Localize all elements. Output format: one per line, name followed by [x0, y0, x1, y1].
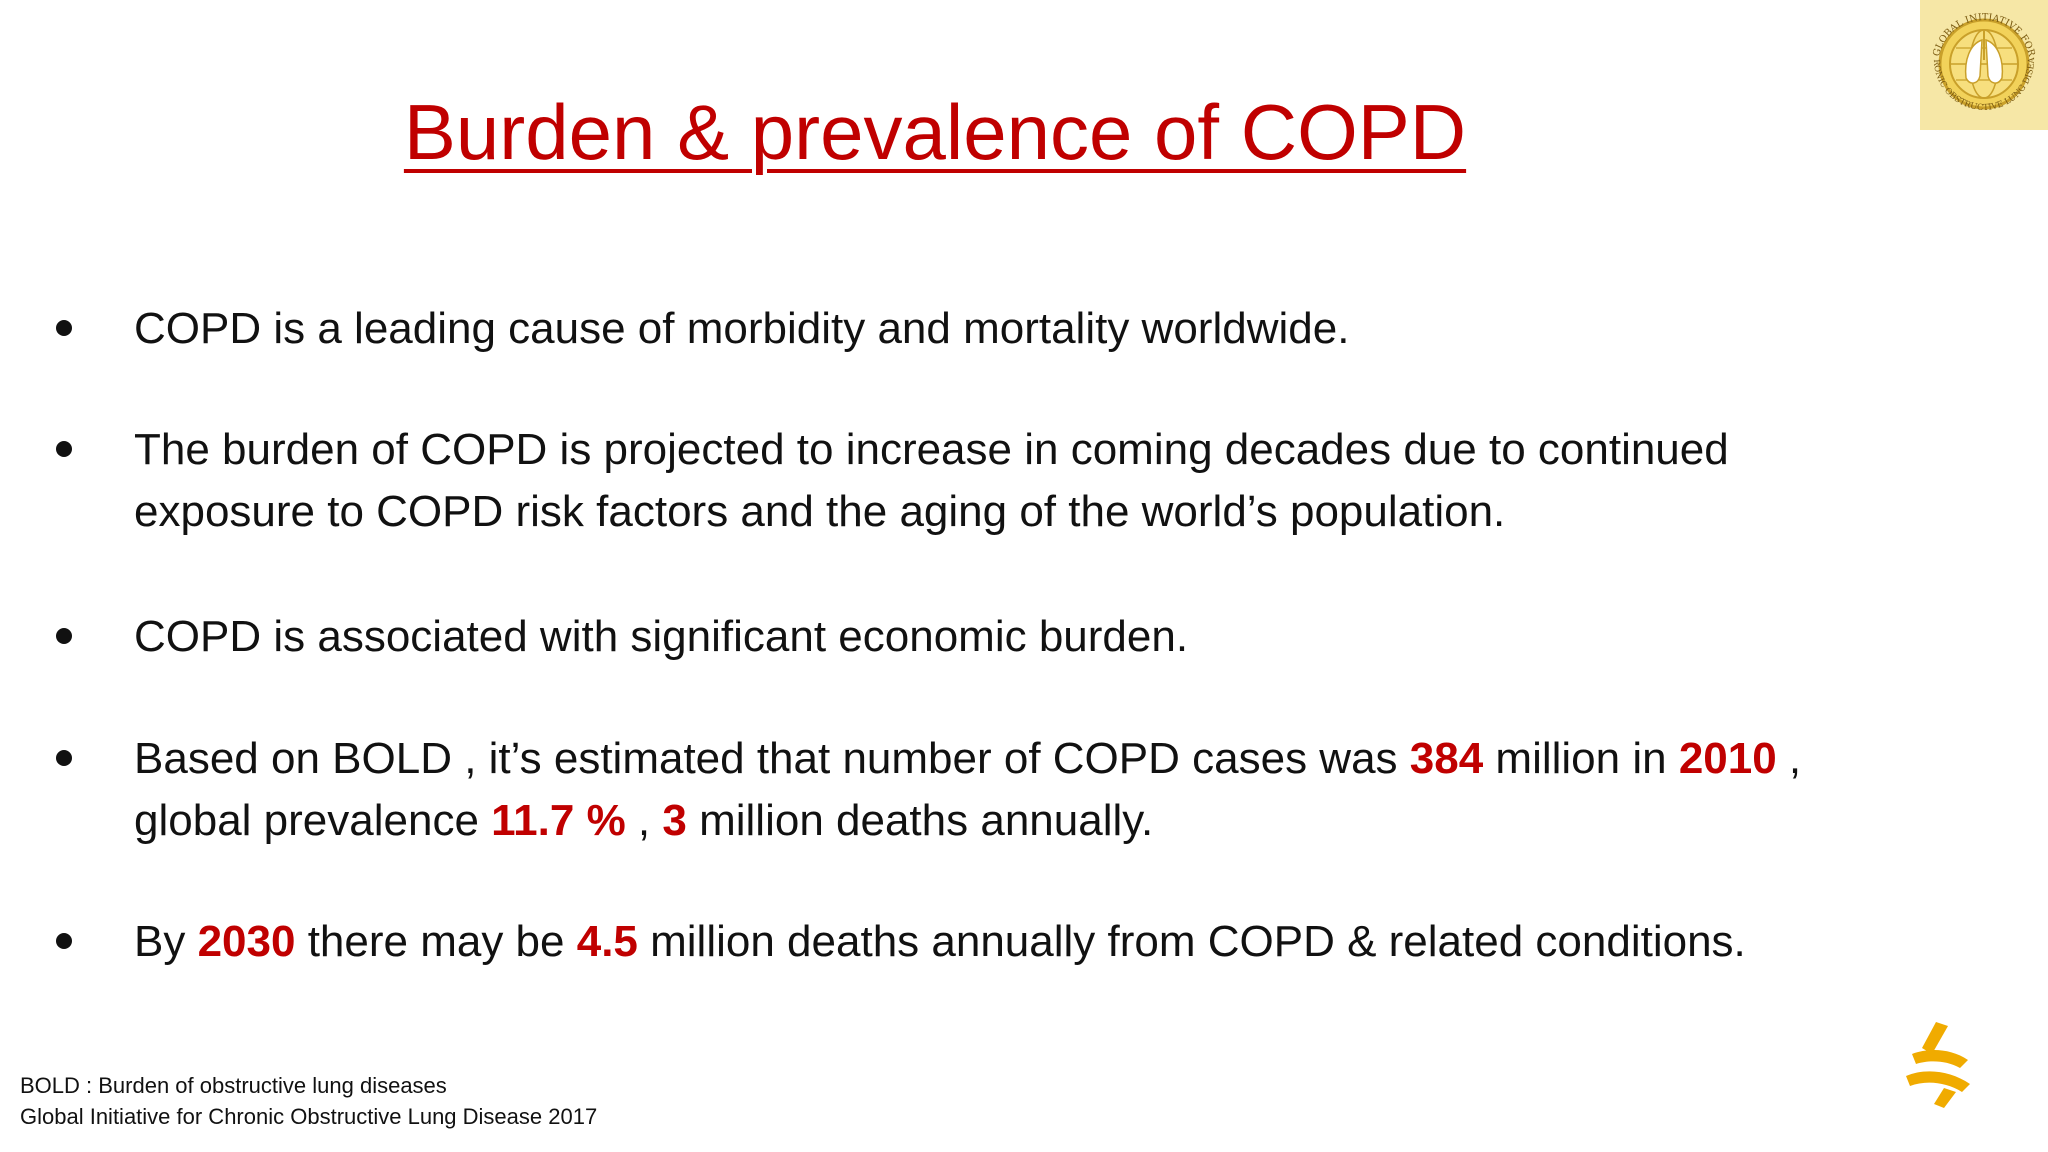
bullet-run: million deaths annually.: [686, 796, 1154, 845]
bullet-text: The burden of COPD is projected to incre…: [134, 419, 1984, 543]
astrazeneca-logo-graphic: [1906, 1022, 1970, 1108]
bullet-run: there may be: [295, 917, 577, 966]
bullet-line: COPD is a leading cause of morbidity and…: [134, 298, 1984, 360]
bullet-text: Based on BOLD , it’s estimated that numb…: [134, 728, 1984, 852]
highlight-value: 2030: [197, 917, 296, 966]
bullet-run: million in: [1483, 734, 1679, 783]
bullet-run: million deaths annually from COPD & rela…: [637, 917, 1746, 966]
bullet-line: COPD is associated with significant econ…: [134, 606, 1984, 668]
gold-logo-graphic: GLOBAL INITIATIVE FOR CHRONIC OBSTRUCTIV…: [1916, 0, 2037, 113]
highlight-value: 11.7 %: [491, 796, 626, 845]
footnote-line: Global Initiative for Chronic Obstructiv…: [20, 1104, 598, 1129]
bullet-text: COPD is a leading cause of morbidity and…: [134, 298, 1984, 360]
slide-title: Burden & prevalence of COPD: [403, 88, 1467, 176]
bullet-run: ,: [1776, 734, 1802, 783]
gold-lungs-globe-logo: GLOBAL INITIATIVE FOR CHRONIC OBSTRUCTIV…: [1916, 0, 2048, 130]
bullet-run: exposure to COPD risk factors and the ag…: [134, 487, 1506, 536]
bullet-dot-icon: [56, 320, 72, 336]
bullet-dot-icon: [56, 750, 72, 766]
astrazeneca-logo: [1898, 1018, 1980, 1110]
bullet-text: COPD is associated with significant econ…: [134, 606, 1984, 668]
bullet-line: global prevalence 11.7 % , 3 million dea…: [134, 790, 1984, 852]
bullet-line: Based on BOLD , it’s estimated that numb…: [134, 728, 1984, 790]
bullet-line: The burden of COPD is projected to incre…: [134, 419, 1984, 481]
highlight-value: 2010: [1678, 734, 1777, 783]
bullet-run: global prevalence: [134, 796, 492, 845]
highlight-value: 4.5: [576, 917, 638, 966]
bullet-run: COPD is associated with significant econ…: [134, 612, 1189, 661]
bullet-text: By 2030 there may be 4.5 million deaths …: [134, 911, 1984, 973]
bullet-run: ,: [625, 796, 663, 845]
bullet-dot-icon: [56, 628, 72, 644]
bullet-run: By: [134, 917, 198, 966]
highlight-value: 384: [1409, 734, 1484, 783]
bullet-dot-icon: [56, 441, 72, 457]
bullet-run: COPD is a leading cause of morbidity and…: [134, 304, 1350, 353]
bullet-run: Based on BOLD , it’s estimated that numb…: [134, 734, 1410, 783]
footnotes: BOLD : Burden of obstructive lung diseas…: [20, 1070, 597, 1132]
bullet-line: By 2030 there may be 4.5 million deaths …: [134, 911, 1984, 973]
bullet-line: exposure to COPD risk factors and the ag…: [134, 481, 1984, 543]
footnote-line: BOLD : Burden of obstructive lung diseas…: [20, 1073, 447, 1098]
bullet-run: The burden of COPD is projected to incre…: [134, 425, 1729, 474]
highlight-value: 3: [662, 796, 687, 845]
bullet-dot-icon: [56, 933, 72, 949]
